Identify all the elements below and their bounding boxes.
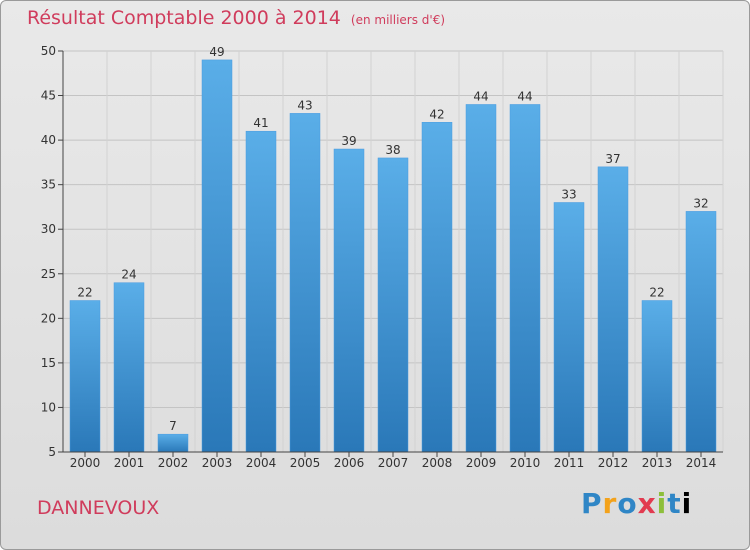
- bar-2010: [509, 104, 541, 453]
- bar-2001: [113, 282, 145, 453]
- value-label-2005: 43: [297, 98, 312, 112]
- value-label-2000: 22: [77, 286, 92, 300]
- value-label-2009: 44: [473, 89, 488, 103]
- chart-unit-note: (en milliers d'€): [350, 13, 446, 27]
- value-label-2004: 41: [253, 116, 268, 130]
- value-label-2003: 49: [209, 45, 224, 59]
- bar-2014: [685, 211, 717, 453]
- bar-2013: [641, 300, 673, 453]
- x-tick-label: 2011: [554, 456, 585, 470]
- y-tick-label: 15: [41, 356, 56, 370]
- bar-2008: [421, 122, 453, 453]
- y-tick-label: 20: [41, 311, 56, 325]
- value-label-2008: 42: [429, 107, 444, 121]
- bar-2002: [157, 433, 189, 453]
- x-tick-label: 2009: [466, 456, 497, 470]
- bar-2012: [597, 166, 629, 453]
- x-axis: 2000 2001 2002 2003 2004 2005 2006 2007 2008 2009…: [63, 451, 723, 470]
- x-tick-label: 2003: [202, 456, 233, 470]
- bar-2011: [553, 202, 585, 453]
- value-label-2010: 44: [517, 89, 532, 103]
- y-axis: 5 10 15 20 25 30 35 40 45 50: [41, 44, 64, 459]
- bar-2000: [69, 300, 101, 453]
- bar-2006: [333, 148, 365, 453]
- bar-2007: [377, 157, 409, 453]
- value-label-2001: 24: [121, 268, 136, 282]
- y-tick-label: 5: [48, 445, 56, 459]
- y-tick-label: 35: [41, 178, 56, 192]
- x-tick-label: 2014: [686, 456, 717, 470]
- y-tick-label: 30: [41, 222, 56, 236]
- x-tick-label: 2012: [598, 456, 629, 470]
- x-tick-label: 2010: [510, 456, 541, 470]
- chart-title: Résultat Comptable 2000 à 2014 (en millie…: [27, 7, 445, 29]
- x-tick-label: 2004: [246, 456, 277, 470]
- x-tick-label: 2013: [642, 456, 673, 470]
- x-tick-label: 2007: [378, 456, 409, 470]
- bar-2009: [465, 104, 497, 453]
- proxiti-logo: Proxiti: [581, 487, 693, 520]
- x-tick-label: 2006: [334, 456, 365, 470]
- y-tick-label: 25: [41, 267, 56, 281]
- value-label-2007: 38: [385, 143, 400, 157]
- y-tick-label: 10: [41, 400, 56, 414]
- x-tick-label: 2002: [158, 456, 189, 470]
- x-tick-label: 2008: [422, 456, 453, 470]
- bar-2004: [245, 130, 277, 453]
- commune-name: DANNEVOUX: [37, 497, 160, 519]
- y-tick-label: 45: [41, 89, 56, 103]
- bar-2003: [201, 59, 233, 453]
- bars: 22 24 7 49 41 43 39 38 42 44 44 33 37 22 32: [69, 45, 717, 453]
- y-tick-label: 40: [41, 133, 56, 147]
- value-label-2013: 22: [649, 286, 664, 300]
- x-tick-label: 2000: [70, 456, 101, 470]
- value-label-2002: 7: [169, 419, 177, 433]
- value-label-2012: 37: [605, 152, 620, 166]
- value-label-2014: 32: [693, 196, 708, 210]
- x-tick-label: 2005: [290, 456, 321, 470]
- value-label-2006: 39: [341, 134, 356, 148]
- x-tick-label: 2001: [114, 456, 145, 470]
- bar-2005: [289, 113, 321, 453]
- value-label-2011: 33: [561, 187, 576, 201]
- y-tick-label: 50: [41, 44, 56, 58]
- chart-title-text: Résultat Comptable 2000 à 2014: [27, 7, 341, 29]
